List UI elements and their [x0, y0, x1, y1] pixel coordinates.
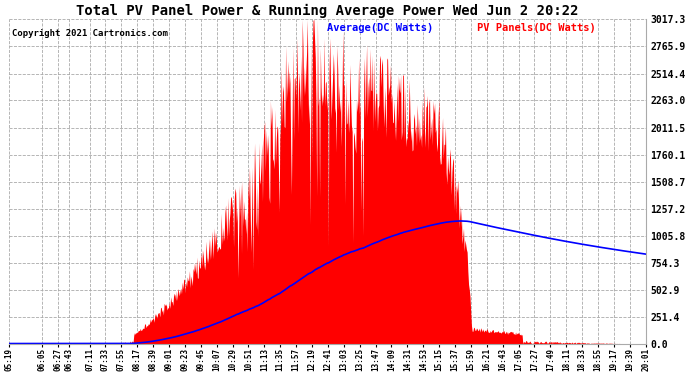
- Text: Average(DC Watts): Average(DC Watts): [327, 23, 433, 33]
- Text: Copyright 2021 Cartronics.com: Copyright 2021 Cartronics.com: [12, 29, 168, 38]
- Text: PV Panels(DC Watts): PV Panels(DC Watts): [477, 23, 595, 33]
- Title: Total PV Panel Power & Running Average Power Wed Jun 2 20:22: Total PV Panel Power & Running Average P…: [76, 4, 578, 18]
